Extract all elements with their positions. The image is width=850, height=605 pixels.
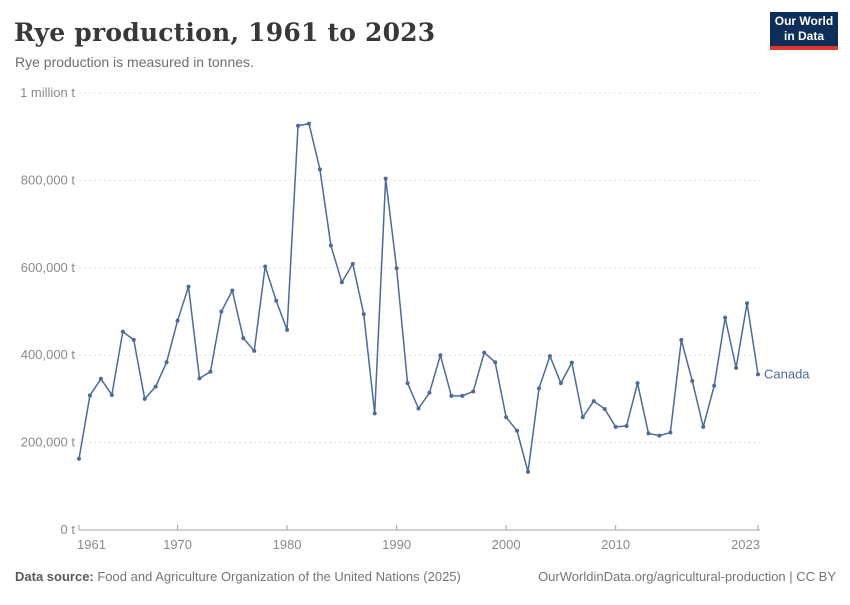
logo-text-line1: Our World <box>774 14 834 28</box>
y-tick-label: 800,000 t <box>21 172 76 187</box>
data-point[interactable] <box>339 280 344 285</box>
footer-link[interactable]: OurWorldinData.org/agricultural-producti… <box>538 569 836 584</box>
data-point[interactable] <box>394 266 399 271</box>
data-point[interactable] <box>536 386 541 391</box>
data-point[interactable] <box>274 298 279 303</box>
data-point[interactable] <box>361 312 366 317</box>
data-point[interactable] <box>745 301 750 306</box>
data-point[interactable] <box>296 123 301 128</box>
logo-text-line2: in Data <box>783 29 824 43</box>
data-point[interactable] <box>383 176 388 181</box>
data-point[interactable] <box>416 406 421 411</box>
data-point[interactable] <box>208 369 213 374</box>
footer-data-source: Data source: Food and Agriculture Organi… <box>15 569 461 584</box>
data-point[interactable] <box>712 383 717 388</box>
data-point[interactable] <box>427 390 432 395</box>
data-point[interactable] <box>646 431 651 436</box>
data-point[interactable] <box>602 406 607 411</box>
data-point[interactable] <box>569 360 574 365</box>
data-point[interactable] <box>526 469 531 474</box>
data-point[interactable] <box>438 353 443 358</box>
data-line-canada[interactable] <box>78 122 759 473</box>
data-point[interactable] <box>77 456 81 461</box>
y-tick-label: 400,000 t <box>21 347 76 362</box>
data-point[interactable] <box>449 393 454 398</box>
page-title: Rye production, 1961 to 2023 <box>14 18 436 47</box>
data-source-label: Data source: <box>15 569 94 584</box>
data-point[interactable] <box>547 354 552 359</box>
data-point[interactable] <box>230 288 235 293</box>
data-point[interactable] <box>471 389 476 394</box>
footer: Data source: Food and Agriculture Organi… <box>15 569 836 584</box>
data-point[interactable] <box>624 423 629 428</box>
data-point[interactable] <box>504 415 509 420</box>
data-point[interactable] <box>580 415 585 420</box>
data-point[interactable] <box>701 424 706 429</box>
data-point[interactable] <box>109 392 114 397</box>
x-tick-label: 2010 <box>601 537 630 552</box>
data-point[interactable] <box>350 261 355 266</box>
data-source-text: Food and Agriculture Organization of the… <box>93 569 461 584</box>
data-point[interactable] <box>613 424 618 429</box>
data-point[interactable] <box>197 376 202 381</box>
data-point[interactable] <box>153 384 158 389</box>
data-point[interactable] <box>328 243 333 248</box>
data-point[interactable] <box>405 381 410 386</box>
data-point[interactable] <box>131 337 136 342</box>
data-point[interactable] <box>734 365 739 370</box>
data-point[interactable] <box>482 350 487 355</box>
x-tick-label: 2000 <box>492 537 521 552</box>
data-point[interactable] <box>120 329 125 334</box>
data-point[interactable] <box>723 315 728 320</box>
y-tick-label: 200,000 t <box>21 435 76 450</box>
x-tick-label: 1961 <box>77 537 106 552</box>
data-point[interactable] <box>219 309 224 314</box>
data-point[interactable] <box>657 433 662 438</box>
page-subtitle: Rye production is measured in tonnes. <box>15 54 254 70</box>
y-tick-label: 1 million t <box>20 85 75 100</box>
y-tick-label: 0 t <box>61 522 76 537</box>
data-point[interactable] <box>164 360 169 365</box>
data-point[interactable] <box>285 327 290 332</box>
series-label-canada[interactable]: Canada <box>764 366 810 381</box>
data-point[interactable] <box>690 378 695 383</box>
data-point[interactable] <box>756 372 760 377</box>
data-point[interactable] <box>186 284 191 289</box>
data-point[interactable] <box>515 428 520 433</box>
data-point[interactable] <box>372 411 377 416</box>
data-point[interactable] <box>175 318 180 323</box>
data-point[interactable] <box>460 393 465 398</box>
data-point[interactable] <box>558 381 563 386</box>
data-point[interactable] <box>679 337 684 342</box>
x-tick-label: 1980 <box>273 537 302 552</box>
x-tick-label: 1970 <box>163 537 192 552</box>
x-tick-label: 1990 <box>382 537 411 552</box>
data-point[interactable] <box>98 376 103 381</box>
data-point[interactable] <box>635 381 640 386</box>
data-point[interactable] <box>668 430 673 435</box>
data-point[interactable] <box>591 399 596 404</box>
data-point[interactable] <box>241 336 246 341</box>
data-point[interactable] <box>493 360 498 365</box>
data-point[interactable] <box>142 396 147 401</box>
x-tick-label: 2023 <box>731 537 760 552</box>
y-tick-label: 600,000 t <box>21 260 76 275</box>
data-point[interactable] <box>252 348 257 353</box>
data-point[interactable] <box>263 264 268 269</box>
data-point[interactable] <box>306 121 311 126</box>
data-point[interactable] <box>87 393 92 398</box>
data-point[interactable] <box>317 167 322 172</box>
owid-logo[interactable]: Our World in Data <box>770 12 838 50</box>
